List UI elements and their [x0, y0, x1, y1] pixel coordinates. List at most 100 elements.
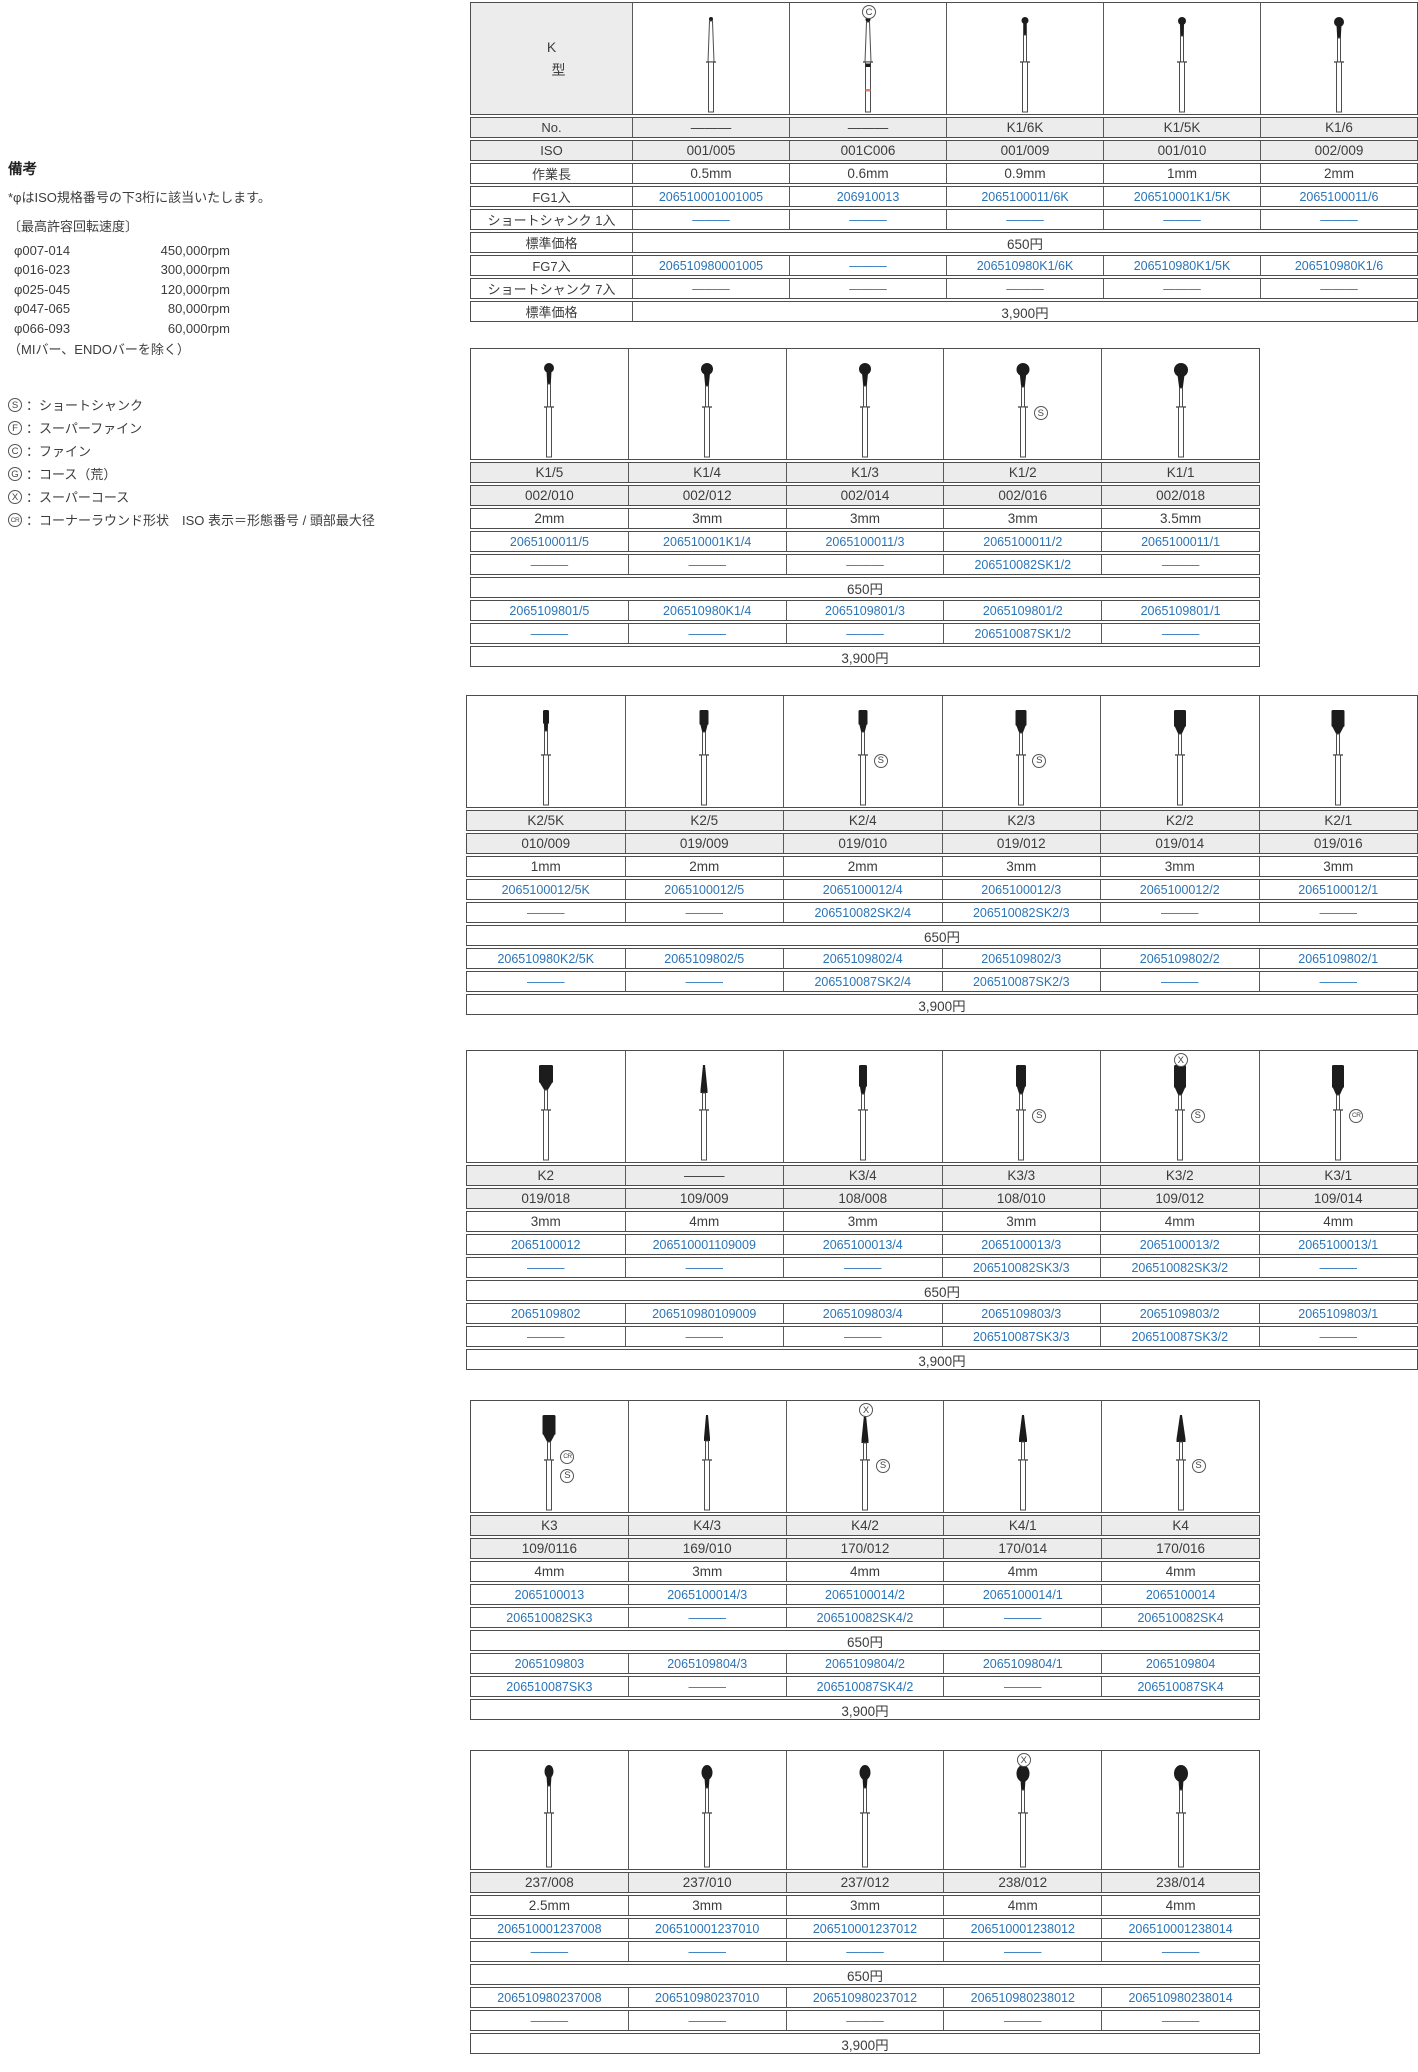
short-shank7-code-cell[interactable]: 206510087SK3/2	[1101, 1327, 1260, 1346]
fg1-code-cell[interactable]: 2065100011/6	[1299, 189, 1379, 204]
short-shank7-code-cell[interactable]: 206510087SK3/3	[943, 1327, 1101, 1346]
short-shank1-code-cell[interactable]: ———	[1320, 212, 1358, 227]
short-shank1-code-cell[interactable]: ———	[784, 1258, 943, 1277]
fg7-code-cell[interactable]: 2065109803/1	[1298, 1306, 1379, 1321]
fg1-code-cell[interactable]: 2065100011/6K	[947, 187, 1104, 206]
fg7-code-cell[interactable]: 2065109803	[471, 1654, 629, 1673]
fg7-code-cell[interactable]: 2065109803/4	[784, 1304, 943, 1323]
fg7-code-cell[interactable]: 2065109803/2	[1101, 1304, 1260, 1323]
fg7-code-cell[interactable]: 206510980237008	[471, 1988, 629, 2007]
fg1-code-cell[interactable]: 2065100012/3	[943, 880, 1101, 899]
fg1-code-cell[interactable]: 2065100014/1	[944, 1585, 1103, 1604]
short-shank1-code-cell[interactable]: ———	[787, 555, 945, 574]
short-shank1-code-cell[interactable]: ———	[1161, 557, 1200, 572]
short-shank7-code-cell[interactable]: ———	[1161, 626, 1200, 641]
short-shank7-code-cell[interactable]: ———	[626, 972, 784, 991]
short-shank7-code-cell[interactable]: ———	[471, 2011, 629, 2030]
fg1-code-cell[interactable]: 2065100013	[471, 1585, 629, 1604]
fg1-code-cell[interactable]: 206510001237012	[787, 1919, 945, 1938]
short-shank1-code-cell[interactable]: ———	[790, 210, 947, 229]
short-shank1-code-cell[interactable]: ———	[629, 1608, 787, 1627]
fg7-code-cell[interactable]: 2065109802/4	[784, 949, 943, 968]
fg7-code-cell[interactable]: 2065109801/2	[944, 601, 1103, 620]
fg1-code-cell[interactable]: 206510001K1/4	[629, 532, 787, 551]
fg7-code-cell[interactable]: 2065109803/3	[943, 1304, 1101, 1323]
fg1-code-cell[interactable]: 2065100013/4	[784, 1235, 943, 1254]
short-shank7-code-cell[interactable]: ———	[944, 2011, 1103, 2030]
fg1-code-cell[interactable]: 206910013	[790, 187, 947, 206]
fg7-code-cell[interactable]: 2065109802/3	[943, 949, 1101, 968]
fg1-code-cell[interactable]: 206510001237008	[471, 1919, 629, 1938]
fg7-code-cell[interactable]: 2065109804/1	[944, 1654, 1103, 1673]
fg1-code-cell[interactable]: 2065100012/5K	[467, 880, 626, 899]
short-shank7-code-cell[interactable]: ———	[629, 2011, 787, 2030]
short-shank1-code-cell[interactable]: 206510082SK4	[1137, 1610, 1224, 1625]
fg7-code-cell[interactable]: 2065109804	[1145, 1656, 1216, 1671]
short-shank7-code-cell[interactable]: 206510087SK4/2	[787, 1677, 945, 1696]
short-shank7-code-cell[interactable]: ———	[787, 624, 945, 643]
short-shank7-code-cell[interactable]: ———	[467, 1327, 626, 1346]
fg7-code-cell[interactable]: 206510980109009	[626, 1304, 784, 1323]
short-shank7-code-cell[interactable]: 206510087SK2/3	[943, 972, 1101, 991]
fg1-code-cell[interactable]: 2065100012/4	[784, 880, 943, 899]
fg1-code-cell[interactable]: 206510001K1/5K	[1104, 187, 1261, 206]
fg1-code-cell[interactable]: 2065100014/3	[629, 1585, 787, 1604]
fg7-code-cell[interactable]: 206510980237010	[629, 1988, 787, 2007]
fg7-code-cell[interactable]: 206510980K1/6K	[947, 256, 1104, 275]
short-shank1-code-cell[interactable]: ———	[944, 1608, 1103, 1627]
short-shank1-code-cell[interactable]: ———	[1319, 905, 1358, 920]
short-shank1-code-cell[interactable]: ———	[947, 210, 1104, 229]
short-shank1-code-cell[interactable]: ———	[471, 1942, 629, 1961]
fg1-code-cell[interactable]: 2065100012/2	[1101, 880, 1260, 899]
fg1-code-cell[interactable]: 2065100013/2	[1101, 1235, 1260, 1254]
short-shank7-code-cell[interactable]: ———	[1101, 972, 1260, 991]
short-shank7-code-cell[interactable]: ———	[784, 1327, 943, 1346]
short-shank1-code-cell[interactable]: ———	[1104, 210, 1261, 229]
fg1-code-cell[interactable]: 2065100014/2	[787, 1585, 945, 1604]
short-shank1-code-cell[interactable]: ———	[626, 1258, 784, 1277]
short-shank7-code-cell[interactable]: ———	[1320, 281, 1358, 296]
short-shank7-code-cell[interactable]: 206510087SK4	[1137, 1679, 1224, 1694]
fg7-code-cell[interactable]: 2065109804/3	[629, 1654, 787, 1673]
fg1-code-cell[interactable]: 2065100013/1	[1298, 1237, 1379, 1252]
fg1-code-cell[interactable]: 2065100014	[1145, 1587, 1216, 1602]
fg7-code-cell[interactable]: 206510980238012	[944, 1988, 1103, 2007]
short-shank1-code-cell[interactable]: ———	[467, 1258, 626, 1277]
fg7-code-cell[interactable]: 2065109804/2	[787, 1654, 945, 1673]
short-shank7-code-cell[interactable]: 206510087SK3	[471, 1677, 629, 1696]
fg1-code-cell[interactable]: 2065100013/3	[943, 1235, 1101, 1254]
short-shank7-code-cell[interactable]: ———	[1104, 279, 1261, 298]
fg1-code-cell[interactable]: 2065100012/5	[626, 880, 784, 899]
fg1-code-cell[interactable]: 2065100012	[467, 1235, 626, 1254]
short-shank1-code-cell[interactable]: 206510082SK4/2	[787, 1608, 945, 1627]
short-shank7-code-cell[interactable]: ———	[467, 972, 626, 991]
short-shank1-code-cell[interactable]: 206510082SK3/3	[943, 1258, 1101, 1277]
short-shank1-code-cell[interactable]: ———	[1319, 1260, 1358, 1275]
fg1-code-cell[interactable]: 206510001238014	[1128, 1921, 1233, 1936]
short-shank7-code-cell[interactable]: ———	[629, 624, 787, 643]
fg7-code-cell[interactable]: 2065109802/5	[626, 949, 784, 968]
fg7-code-cell[interactable]: 2065109802/2	[1101, 949, 1260, 968]
short-shank1-code-cell[interactable]: 206510082SK2/4	[784, 903, 943, 922]
fg1-code-cell[interactable]: 2065100011/2	[944, 532, 1103, 551]
fg7-code-cell[interactable]: 206510980237012	[787, 1988, 945, 2007]
short-shank7-code-cell[interactable]: ———	[944, 1677, 1103, 1696]
fg7-code-cell[interactable]: 2065109801/5	[471, 601, 629, 620]
short-shank1-code-cell[interactable]: ———	[471, 555, 629, 574]
fg7-code-cell[interactable]: 206510980K2/5K	[467, 949, 626, 968]
fg7-code-cell[interactable]: 206510980238014	[1128, 1990, 1233, 2005]
fg1-code-cell[interactable]: 2065100011/5	[471, 532, 629, 551]
short-shank7-code-cell[interactable]: ———	[629, 1677, 787, 1696]
short-shank1-code-cell[interactable]: ———	[1161, 1944, 1200, 1959]
fg7-code-cell[interactable]: 2065109802/1	[1298, 951, 1379, 966]
short-shank7-code-cell[interactable]: ———	[1161, 2013, 1200, 2028]
fg7-code-cell[interactable]: ———	[790, 256, 947, 275]
short-shank7-code-cell[interactable]: 206510087SK1/2	[944, 624, 1103, 643]
short-shank7-code-cell[interactable]: 206510087SK2/4	[784, 972, 943, 991]
short-shank1-code-cell[interactable]: 206510082SK1/2	[944, 555, 1103, 574]
short-shank1-code-cell[interactable]: ———	[629, 1942, 787, 1961]
fg7-code-cell[interactable]: 206510980K1/6	[1294, 258, 1384, 273]
fg1-code-cell[interactable]: 2065100012/1	[1298, 882, 1379, 897]
fg1-code-cell[interactable]: 206510001109009	[626, 1235, 784, 1254]
fg1-code-cell[interactable]: 2065100011/3	[787, 532, 945, 551]
